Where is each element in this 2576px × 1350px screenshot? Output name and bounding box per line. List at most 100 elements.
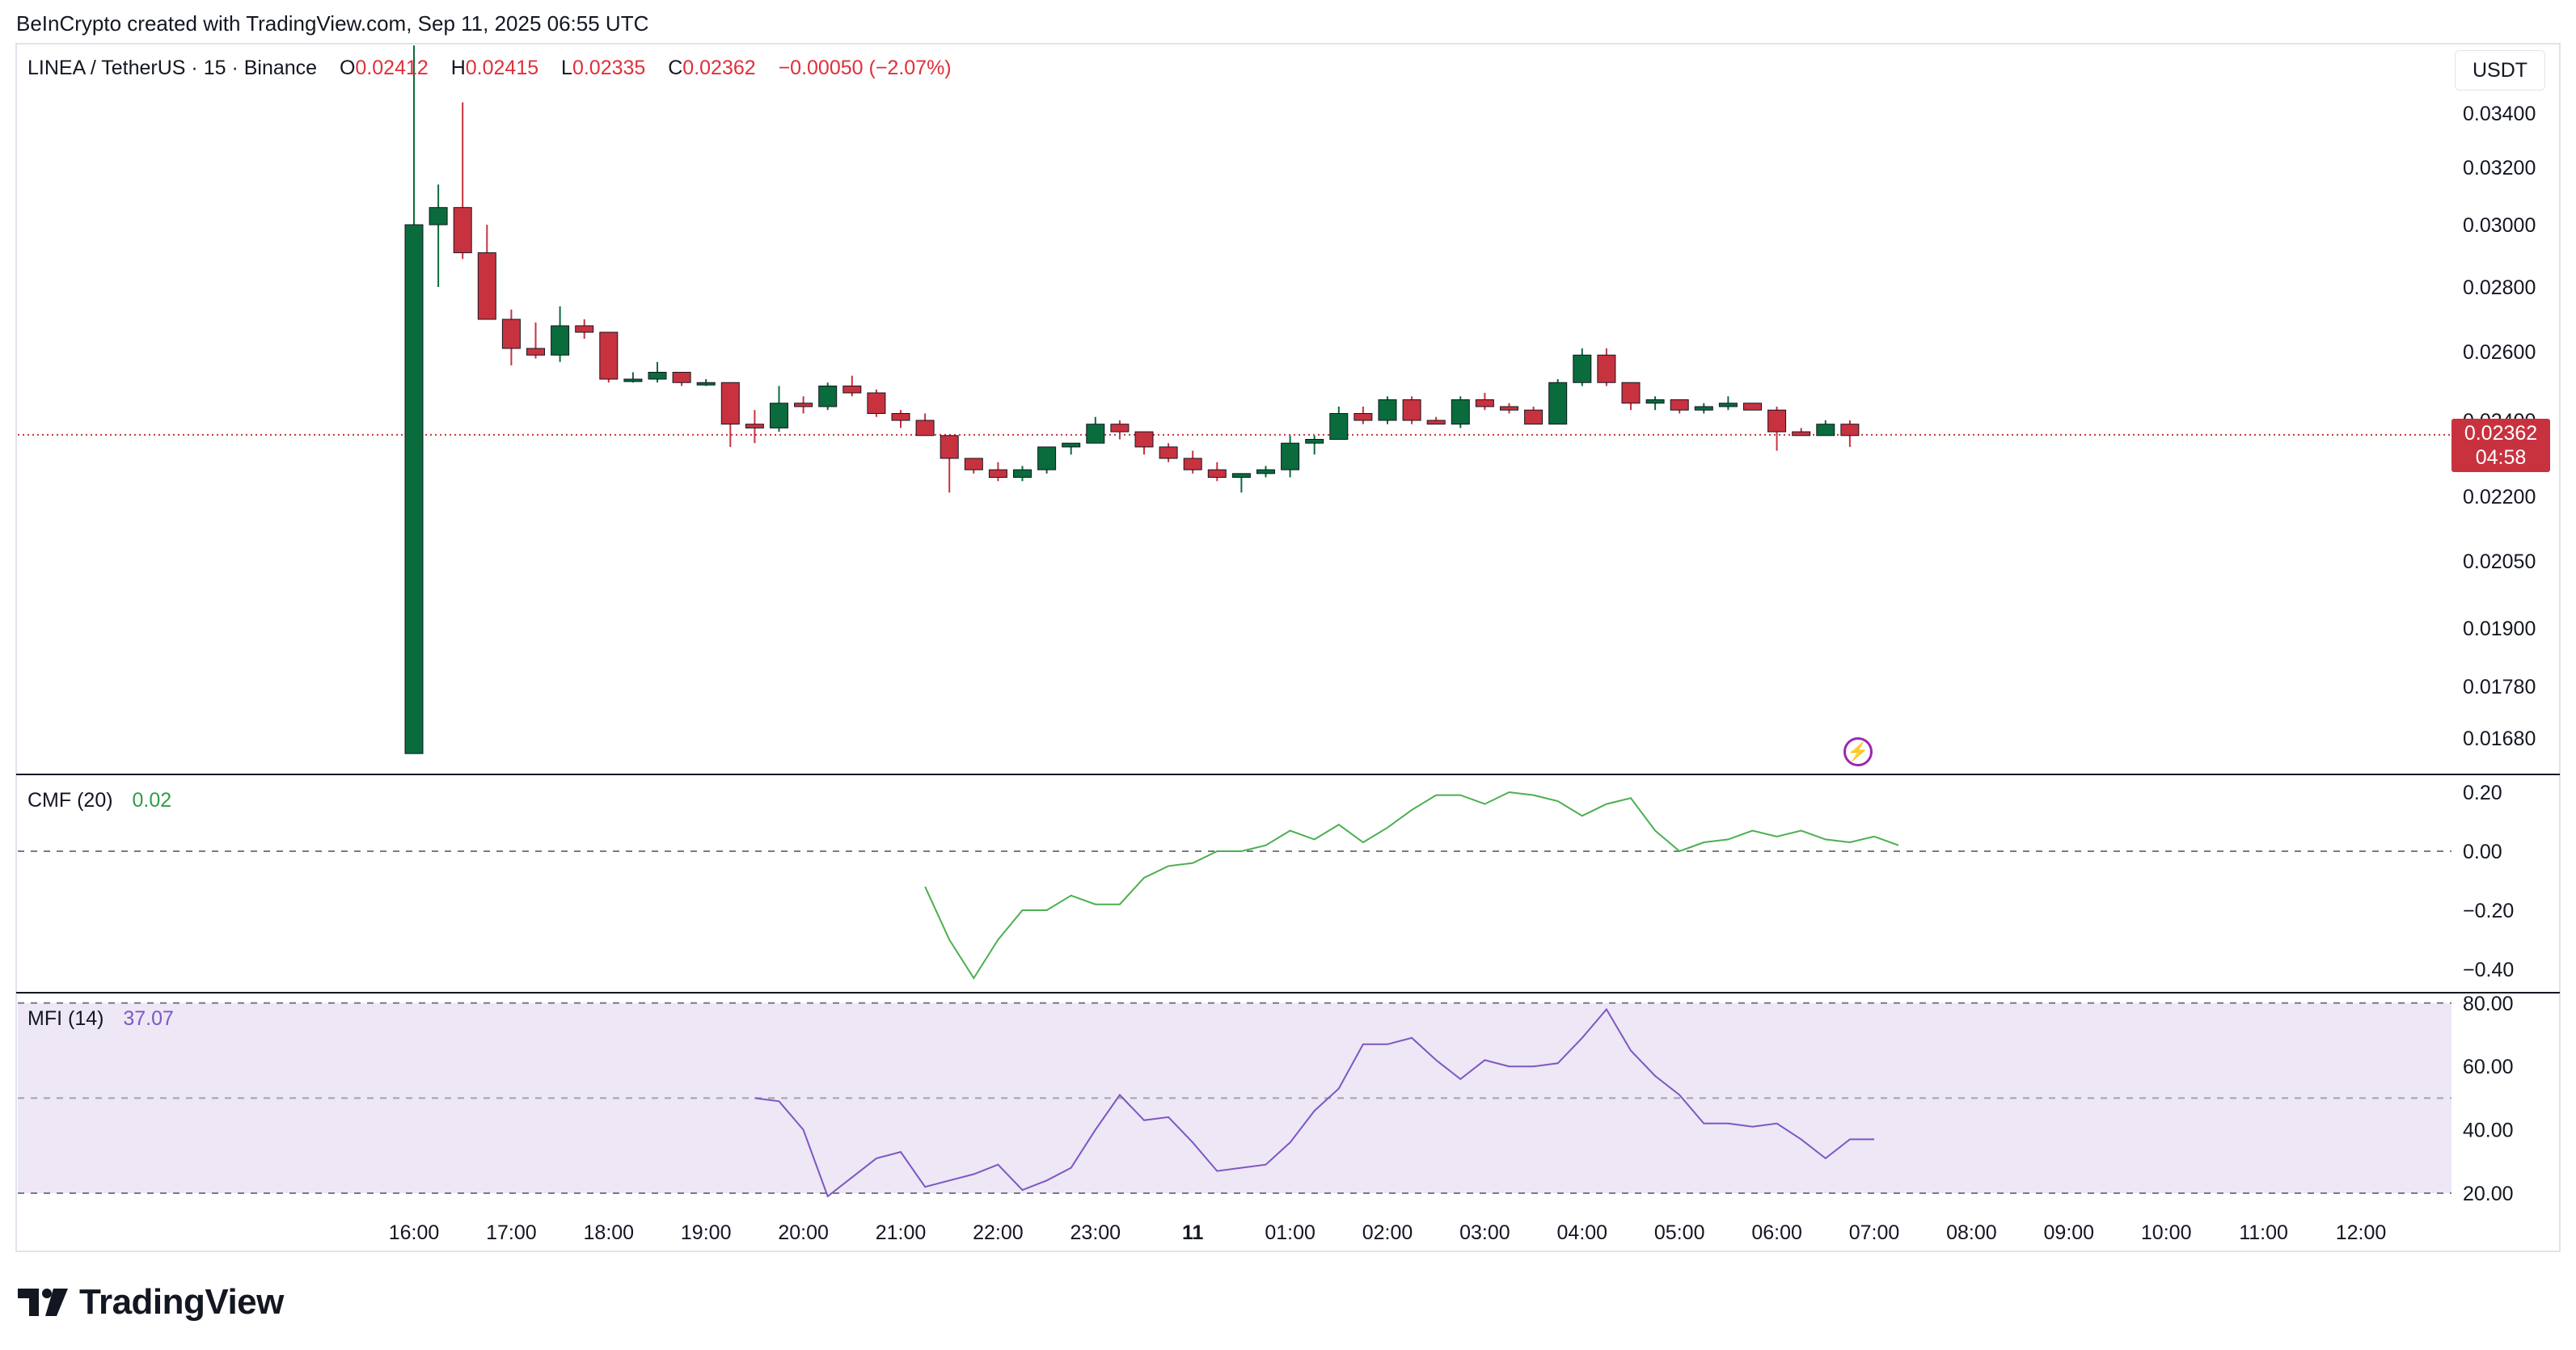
- candle: [1378, 396, 1397, 424]
- cmf-legend[interactable]: CMF (20) 0.02: [27, 789, 171, 812]
- lightning-icon[interactable]: ⚡: [1843, 737, 1873, 766]
- candle-body: [1792, 431, 1811, 437]
- low-value: 0.02335: [572, 57, 646, 79]
- candle: [1183, 450, 1202, 474]
- time-tick-label: 01:00: [1265, 1221, 1315, 1244]
- currency-selector[interactable]: USDT: [2455, 50, 2545, 91]
- open-label: O: [339, 57, 356, 79]
- tradingview-brand: TradingView: [79, 1282, 284, 1322]
- tradingview-logo[interactable]: TradingView: [18, 1282, 284, 1323]
- candle: [1645, 396, 1665, 411]
- cmf-legend-value: 0.02: [132, 789, 172, 812]
- last-price-value: 0.02362: [2464, 422, 2538, 445]
- mfi-tick-label: 60.00: [2463, 1056, 2514, 1078]
- candle-body: [599, 331, 619, 380]
- price-tick-label: 0.03200: [2463, 157, 2536, 179]
- mfi-tick-label: 80.00: [2463, 993, 2514, 1015]
- candle: [1718, 396, 1738, 411]
- mfi-series: [754, 1007, 1874, 1198]
- candle-body: [867, 392, 886, 414]
- cmf-series: [924, 791, 1899, 980]
- candle: [1110, 420, 1130, 440]
- price-tick-label: 0.02200: [2463, 486, 2536, 508]
- candle-body: [1524, 409, 1543, 425]
- last-price-tag: 0.02362 04:58: [2451, 419, 2550, 472]
- price-tick-label: 0.02800: [2463, 276, 2536, 299]
- candle-body: [1597, 354, 1616, 383]
- candle: [745, 410, 764, 444]
- mfi-legend[interactable]: MFI (14) 37.07: [27, 1007, 174, 1031]
- candle-body: [623, 378, 643, 382]
- candle: [964, 458, 983, 474]
- cmf-tick-label: 0.00: [2463, 841, 2502, 863]
- candle: [453, 102, 472, 259]
- candle-body: [1281, 442, 1300, 470]
- mfi-line: [754, 1007, 1874, 1198]
- candle-body: [1353, 413, 1373, 421]
- time-tick-label: 11:00: [2239, 1221, 2288, 1244]
- time-tick-label: 05:00: [1654, 1221, 1705, 1244]
- close-value: 0.02362: [682, 57, 756, 79]
- candle-body: [1573, 354, 1592, 383]
- candle-body: [1475, 399, 1494, 407]
- candle: [1816, 420, 1835, 437]
- candle-body: [940, 435, 959, 459]
- candle-body: [1548, 382, 1568, 425]
- candle-body: [1621, 382, 1641, 404]
- candle: [672, 372, 691, 386]
- candle: [794, 396, 813, 414]
- candle: [1548, 379, 1568, 425]
- candle: [1451, 396, 1470, 428]
- candle: [1329, 407, 1349, 440]
- candle-body: [551, 325, 570, 356]
- candle: [1256, 466, 1275, 478]
- symbol-name[interactable]: LINEA / TetherUS · 15 · Binance: [27, 57, 318, 79]
- candle-body: [1500, 406, 1518, 411]
- candle-body: [1378, 399, 1397, 421]
- candle-body: [818, 386, 838, 407]
- symbol-legend: LINEA / TetherUS · 15 · Binance O0.02412…: [27, 57, 952, 80]
- candle: [1134, 431, 1154, 455]
- candle: [696, 379, 716, 386]
- candle-body: [1110, 424, 1130, 432]
- chart-credit: BeInCrypto created with TradingView.com,…: [16, 11, 649, 36]
- time-tick-label: 11: [1182, 1221, 1204, 1244]
- candle: [1231, 473, 1251, 493]
- time-tick-label: 03:00: [1459, 1221, 1510, 1244]
- candle: [1159, 443, 1178, 462]
- candle-body: [429, 207, 448, 226]
- time-tick-label: 06:00: [1751, 1221, 1802, 1244]
- high-value: 0.02415: [465, 57, 539, 79]
- candle: [501, 310, 521, 365]
- candle-body: [1840, 424, 1860, 437]
- price-tick-label: 0.01900: [2463, 618, 2536, 640]
- candle-body: [477, 252, 496, 320]
- chart-frame: [15, 43, 2561, 1252]
- candle-body: [842, 386, 862, 394]
- candle: [1037, 446, 1057, 474]
- time-tick-label: 17:00: [486, 1221, 537, 1244]
- time-tick-label: 04:00: [1557, 1221, 1608, 1244]
- candle-body: [720, 382, 740, 425]
- price-tick-label: 0.02600: [2463, 341, 2536, 364]
- candle: [818, 382, 838, 411]
- candle: [623, 372, 643, 383]
- time-tick-label: 19:00: [681, 1221, 732, 1244]
- price-tick-label: 0.03400: [2463, 103, 2536, 125]
- candle: [867, 389, 886, 417]
- candle-body: [672, 372, 691, 383]
- candle-body: [1062, 442, 1081, 448]
- candle-body: [526, 348, 545, 356]
- time-tick-label: 09:00: [2044, 1221, 2095, 1244]
- candle: [720, 382, 740, 447]
- candle-body: [1183, 458, 1202, 470]
- candle: [526, 323, 545, 359]
- candle-body: [1451, 399, 1470, 425]
- candle-body: [1134, 431, 1154, 448]
- mfi-legend-value: 37.07: [123, 1007, 174, 1030]
- candle: [1743, 403, 1762, 411]
- cmf-line: [924, 791, 1899, 980]
- candle-body: [1207, 469, 1227, 478]
- candle-body: [1329, 413, 1349, 440]
